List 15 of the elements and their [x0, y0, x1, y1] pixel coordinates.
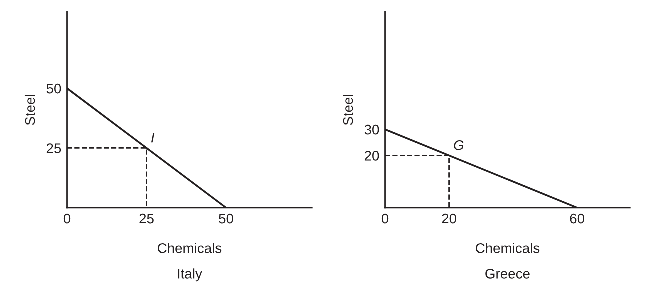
x-tick-label: 50 [219, 214, 234, 224]
y-tick-label: 30 [364, 124, 380, 135]
x-tick-label: 20 [442, 214, 456, 224]
x-axis-title: Chemicals [158, 243, 222, 254]
annotation: I [151, 133, 155, 143]
text: Italy [178, 268, 202, 282]
x-tick-label: 25 [140, 214, 154, 224]
x-tick-label: 60 [570, 214, 585, 224]
y-axis-title: Steel [342, 95, 354, 126]
text: Greece [486, 269, 530, 279]
annotation: G [454, 140, 464, 150]
x-tick-label: 0 [382, 214, 389, 224]
x-axis-title: Chemicals [476, 243, 540, 254]
x-tick-label: 0 [64, 214, 71, 224]
y-axis-title: Steel [24, 95, 36, 126]
